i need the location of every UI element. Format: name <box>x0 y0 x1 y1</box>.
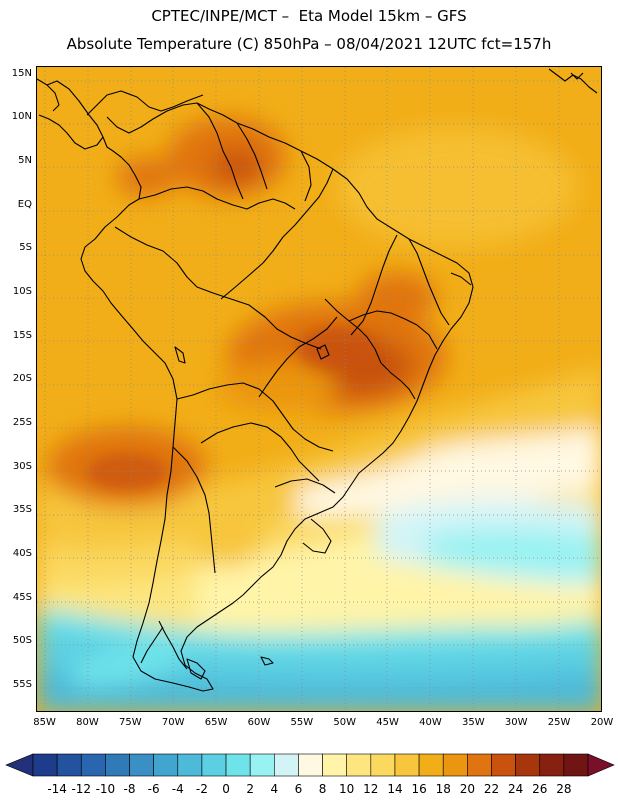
colorbar-tick-label: 16 <box>411 782 427 796</box>
colorbar-swatch <box>467 753 492 777</box>
temperature-colorbar <box>5 753 615 777</box>
lon-label: 50W <box>333 717 357 728</box>
colorbar-swatch <box>129 753 154 777</box>
colorbar-tick-label: -8 <box>123 782 136 796</box>
lat-label: EQ <box>17 198 32 210</box>
lat-label: 45S <box>12 591 32 603</box>
lat-label: 10N <box>11 111 32 123</box>
lon-label: 65W <box>204 717 228 728</box>
colorbar-max-arrow <box>587 753 615 777</box>
colorbar-swatch <box>298 753 323 777</box>
map-subtitle: Absolute Temperature (C) 850hPa – 08/04/… <box>66 35 552 53</box>
colorbar-tick-label: 20 <box>459 782 475 796</box>
colorbar-tick-label: 22 <box>483 782 500 796</box>
colorbar-tick-label: -4 <box>171 782 184 796</box>
colorbar-tick-label: 2 <box>246 782 254 796</box>
colorbar-tick-label: 4 <box>270 782 279 796</box>
colorbar-tick-label: 26 <box>532 782 548 796</box>
colorbar-tick-label: 28 <box>556 782 572 796</box>
colorbar-swatch <box>105 753 130 777</box>
colorbar-swatch <box>274 753 299 777</box>
lat-label: 5N <box>18 155 32 167</box>
temperature-field <box>37 67 601 711</box>
lat-label: 55S <box>12 678 32 690</box>
lat-label: 10S <box>12 285 32 297</box>
colorbar-tick-label: 24 <box>507 782 524 796</box>
colorbar-tick-label: 10 <box>339 782 355 796</box>
lon-label: 70W <box>161 717 185 728</box>
colorbar-tick-label: 6 <box>294 782 303 796</box>
lon-label: 30W <box>504 717 528 728</box>
colorbar-swatch <box>249 753 275 777</box>
lon-label: 75W <box>119 717 142 728</box>
lat-label: 25S <box>12 416 32 428</box>
colorbar-tick-label: 0 <box>222 782 230 796</box>
colorbar-tick-label: -2 <box>195 782 208 796</box>
colorbar-tick-label: -6 <box>147 782 160 796</box>
lon-label: 85W <box>33 717 56 728</box>
lat-label: 35S <box>12 504 32 516</box>
colorbar-swatch <box>563 753 589 777</box>
colorbar-swatch <box>346 753 372 777</box>
colorbar-tick-label: 14 <box>387 782 403 796</box>
colorbar-swatch <box>370 753 396 777</box>
lat-label: 20S <box>12 373 32 385</box>
lon-label: 35W <box>462 717 485 728</box>
lon-label: 20W <box>590 717 614 728</box>
colorbar-swatch <box>322 753 347 777</box>
colorbar-swatch <box>80 753 106 777</box>
lat-label: 50S <box>12 635 32 647</box>
colorbar-swatch <box>539 753 565 777</box>
lon-label: 40W <box>419 717 442 728</box>
lat-label: 15S <box>12 329 32 341</box>
colorbar-swatch <box>515 753 541 777</box>
colorbar-tick-label: -14 <box>47 782 67 796</box>
lon-label: 55W <box>290 717 314 728</box>
map-title: CPTEC/INPE/MCT – Eta Model 15km – GFS <box>151 7 467 25</box>
lat-label: 5S <box>19 242 32 254</box>
colorbar-tick-label: 12 <box>363 782 379 796</box>
colorbar-swatch <box>442 753 468 777</box>
colorbar-tick-label: -10 <box>95 782 116 796</box>
temperature-map <box>36 66 602 712</box>
colorbar-swatch <box>177 753 203 777</box>
colorbar-swatch <box>201 753 227 777</box>
lat-label: 30S <box>12 460 32 472</box>
colorbar-swatch <box>491 753 516 777</box>
colorbar-swatch <box>418 753 444 777</box>
colorbar-tick-label: -12 <box>71 782 92 796</box>
coastlines-and-borders <box>37 68 598 692</box>
colorbar-swatch <box>32 753 58 777</box>
colorbar-swatch <box>225 753 251 777</box>
colorbar-swatch <box>153 753 179 777</box>
lon-label: 25W <box>547 717 571 728</box>
lon-label: 80W <box>76 717 99 728</box>
colorbar-tick-label: 18 <box>435 782 451 796</box>
colorbar-swatch <box>56 753 82 777</box>
lon-label: 45W <box>376 717 399 728</box>
lon-label: 60W <box>247 717 271 728</box>
lat-label: 15N <box>11 67 32 79</box>
colorbar-tick-label: 8 <box>318 782 327 796</box>
colorbar-swatch <box>394 753 420 777</box>
lat-label: 40S <box>12 547 32 559</box>
colorbar-min-arrow <box>5 753 34 777</box>
